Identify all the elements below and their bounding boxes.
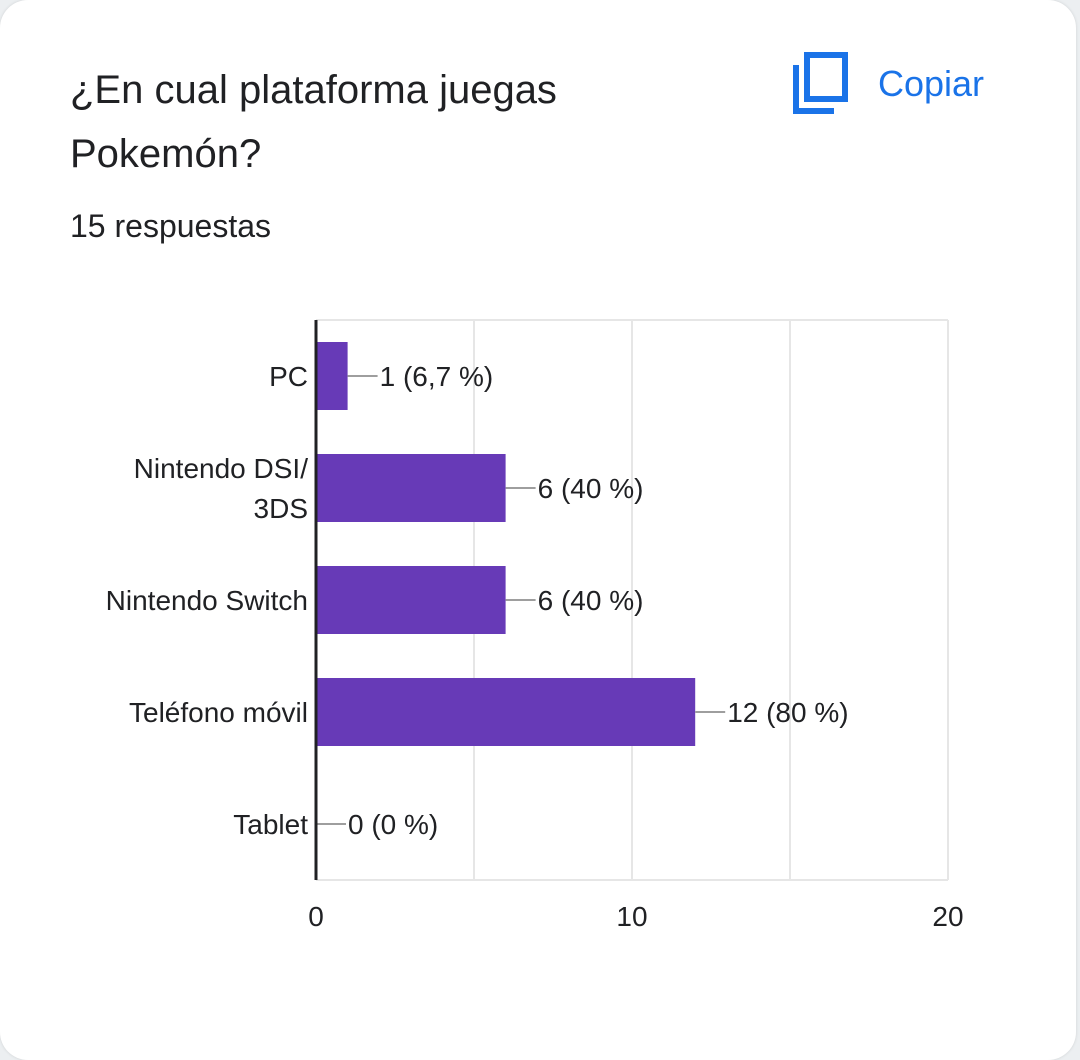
category-label-0: PC <box>269 361 308 392</box>
data-label-2: 6 (40 %) <box>538 585 644 616</box>
bar-2 <box>316 566 506 634</box>
data-label-4: 0 (0 %) <box>348 809 438 840</box>
data-label-1: 6 (40 %) <box>538 473 644 504</box>
x-tick-label-1: 10 <box>616 901 647 932</box>
bar-3 <box>316 678 695 746</box>
bar-1 <box>316 454 506 522</box>
category-label-3: Teléfono móvil <box>129 697 308 728</box>
bar-chart: 1 (6,7 %) PC 6 (40 %) Nintendo DSI/3DS 6 (40… <box>0 0 1080 1036</box>
category-label-2: Nintendo Switch <box>106 585 308 616</box>
data-label-0: 1 (6,7 %) <box>380 361 494 392</box>
data-label-3: 12 (80 %) <box>727 697 848 728</box>
bar-0 <box>316 342 348 410</box>
category-label-1: Nintendo DSI/3DS <box>134 453 309 524</box>
x-tick-label-2: 20 <box>932 901 963 932</box>
x-tick-label-0: 0 <box>308 901 324 932</box>
category-label-4: Tablet <box>233 809 308 840</box>
